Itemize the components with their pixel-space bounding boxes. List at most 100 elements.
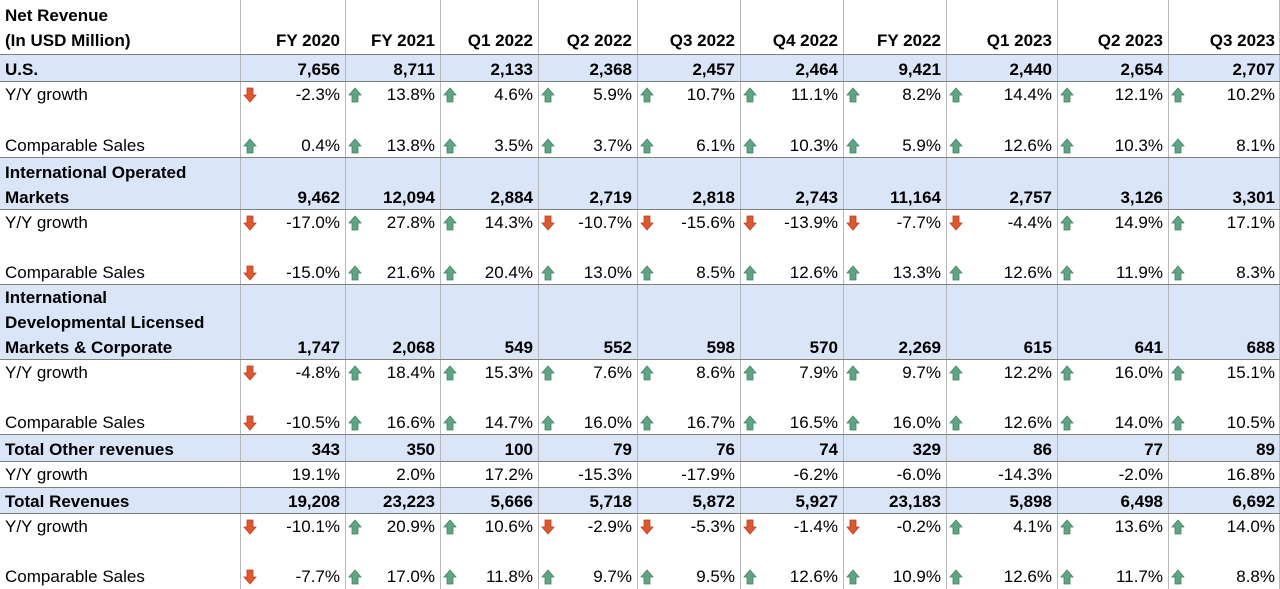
value-cell: 598 [637, 285, 740, 360]
column-header: FY 2022 [843, 0, 946, 55]
value-cell: 3.7% [538, 108, 637, 158]
value-cell: 8.6% [637, 360, 740, 385]
cell-text: -13.9% [784, 213, 838, 232]
arrow-up [541, 265, 555, 281]
arrow-up [1171, 365, 1185, 381]
arrow-up [640, 415, 654, 431]
cell-text: 6.1% [696, 136, 735, 155]
cell-text: 3,301 [1232, 188, 1275, 207]
cell-text: 5,872 [692, 492, 735, 511]
arrow-up [1060, 215, 1074, 231]
cell-text: 23,183 [889, 492, 941, 511]
cell-text: 76 [716, 440, 735, 459]
value-cell: 10.3% [740, 108, 843, 158]
value-cell: -1.4% [740, 514, 843, 540]
arrow-down [243, 365, 257, 381]
value-cell: -4.4% [946, 210, 1057, 235]
cell-text: 2,440 [1009, 60, 1052, 79]
value-cell: 11.8% [440, 540, 538, 589]
cell-text: 7,656 [297, 60, 340, 79]
cell-text: 3,126 [1120, 188, 1163, 207]
arrow-up [1060, 265, 1074, 281]
cell-text: 10.2% [1226, 85, 1275, 104]
arrow-down [243, 265, 257, 281]
value-cell: 2,743 [740, 158, 843, 210]
cell-text: 17.2% [484, 465, 533, 484]
value-cell: 8.2% [843, 82, 946, 108]
cell-text: 2,654 [1120, 60, 1163, 79]
value-cell: 9,421 [843, 55, 946, 82]
value-cell: 18.4% [345, 360, 440, 385]
cell-text: 16.0% [892, 413, 941, 432]
value-cell: 7.9% [740, 360, 843, 385]
value-cell: 16.0% [538, 385, 637, 435]
cell-text: 16.0% [583, 413, 632, 432]
row-divider [0, 487, 1280, 488]
cell-text: 2,068 [392, 338, 435, 357]
row-divider [0, 461, 1280, 462]
cell-text: -1.4% [793, 517, 838, 536]
arrow-up [640, 569, 654, 585]
value-cell: 14.0% [1168, 514, 1280, 540]
column-divider [345, 0, 346, 589]
arrow-up [1171, 87, 1185, 103]
arrow-up [348, 138, 362, 154]
arrow-up [348, 519, 362, 535]
arrow-up [443, 569, 457, 585]
value-cell: 5.9% [843, 108, 946, 158]
value-cell: -15.0% [240, 235, 345, 285]
column-header: Q4 2022 [740, 0, 843, 55]
value-cell: 8.5% [637, 235, 740, 285]
arrow-up [348, 87, 362, 103]
value-cell: 10.2% [1168, 82, 1280, 108]
cell-text: U.S. [5, 60, 39, 79]
value-cell: -0.2% [843, 514, 946, 540]
cell-text: 12.6% [1003, 263, 1052, 282]
arrow-down [243, 415, 257, 431]
cell-text: 14.4% [1003, 85, 1052, 104]
value-cell: 14.9% [1057, 210, 1168, 235]
cell-text: 4.6% [494, 85, 533, 104]
value-cell: 5,927 [740, 488, 843, 514]
cell-text: 5,718 [589, 492, 632, 511]
value-cell: -2.0% [1057, 462, 1168, 488]
value-cell: 12.6% [946, 108, 1057, 158]
sub-row-label: Y/Y growth [0, 360, 240, 385]
value-cell: 10.3% [1057, 108, 1168, 158]
row-divider [0, 359, 1280, 360]
cell-text: 14.0% [1114, 413, 1163, 432]
value-cell: 10.7% [637, 82, 740, 108]
value-cell: -13.9% [740, 210, 843, 235]
cell-text: Total Revenues [5, 492, 130, 511]
value-cell: -10.1% [240, 514, 345, 540]
arrow-up [846, 365, 860, 381]
cell-text: 2,464 [795, 60, 838, 79]
cell-text: 15.3% [484, 363, 533, 382]
column-divider [637, 0, 638, 589]
cell-text: 4.1% [1013, 517, 1052, 536]
arrow-down [640, 215, 654, 231]
cell-text: 13.6% [1114, 517, 1163, 536]
arrow-up [743, 569, 757, 585]
value-cell: 4.6% [440, 82, 538, 108]
arrow-up [348, 569, 362, 585]
row-label: Total Revenues [0, 488, 240, 514]
cell-text: 2,368 [589, 60, 632, 79]
cell-text: 3.5% [494, 136, 533, 155]
value-cell: 549 [440, 285, 538, 360]
value-cell: 17.2% [440, 462, 538, 488]
cell-text: Q1 2022 [467, 31, 533, 50]
cell-text: 2,884 [490, 188, 533, 207]
value-cell: 8.8% [1168, 540, 1280, 589]
value-cell: 23,183 [843, 488, 946, 514]
value-cell: 12.1% [1057, 82, 1168, 108]
value-cell: 688 [1168, 285, 1280, 360]
value-cell: 5,898 [946, 488, 1057, 514]
cell-text: 7.9% [799, 363, 838, 382]
sub-row-label: Comparable Sales [0, 540, 240, 589]
cell-text: 8,711 [393, 60, 435, 79]
arrow-up [348, 365, 362, 381]
cell-text: 5,898 [1009, 492, 1052, 511]
value-cell: -7.7% [240, 540, 345, 589]
